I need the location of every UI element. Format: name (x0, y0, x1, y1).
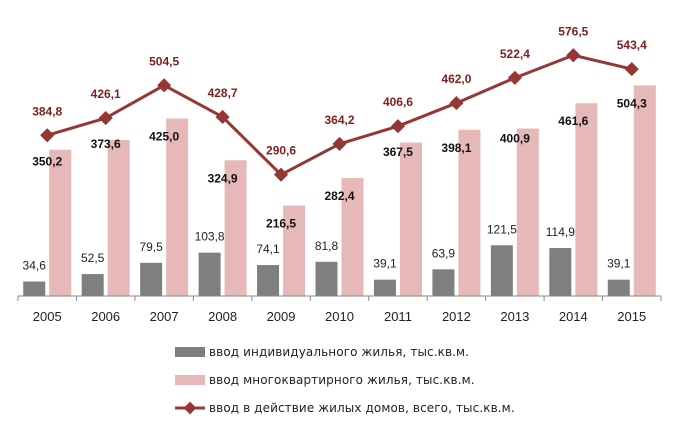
label-individual-2005: 34,6 (23, 259, 47, 273)
total-marker-2007 (157, 78, 172, 93)
legend-item-total: ввод в действие жилых домов, всего, тыс.… (175, 394, 515, 422)
bar-multi-2013 (516, 128, 539, 296)
legend-label-total: ввод в действие жилых домов, всего, тыс.… (209, 401, 515, 415)
x-tick-2006: 2006 (91, 309, 120, 324)
label-total-2009: 290,6 (266, 144, 296, 158)
bar-multi-2012 (458, 129, 481, 296)
total-marker-2014 (566, 48, 581, 63)
legend-line-marker-icon (175, 401, 205, 415)
label-individual-2007: 79,5 (139, 240, 163, 254)
bar-individual-2010 (315, 261, 338, 296)
total-marker-2009 (273, 167, 289, 182)
total-marker-2015 (624, 62, 639, 77)
total-marker-2006 (98, 110, 113, 126)
label-multi-2015: 504,3 (617, 96, 647, 110)
total-marker-2010 (332, 136, 347, 151)
x-tick-2007: 2007 (150, 309, 179, 324)
label-individual-2014: 114,9 (546, 225, 575, 239)
bar-individual-2011 (373, 279, 396, 296)
bar-multi-2009 (283, 205, 306, 296)
label-multi-2005: 350,2 (32, 154, 62, 168)
bar-multi-2014 (575, 103, 598, 296)
bar-individual-2007 (140, 262, 163, 296)
bar-individual-2005 (23, 281, 46, 296)
label-individual-2006: 52,5 (81, 251, 105, 265)
label-total-2012: 462,0 (441, 72, 471, 86)
label-multi-2013: 400,9 (500, 132, 530, 146)
label-total-2006: 426,1 (91, 87, 121, 101)
x-tick-2015: 2015 (617, 309, 646, 324)
bar-multi-2015 (633, 85, 656, 296)
label-individual-2012: 63,9 (432, 246, 456, 260)
label-multi-2011: 367,5 (383, 145, 413, 159)
bar-individual-2012 (432, 269, 455, 296)
label-multi-2012: 398,1 (441, 141, 471, 155)
bar-individual-2015 (607, 279, 630, 296)
x-tick-2013: 2013 (500, 309, 529, 324)
x-tick-2011: 2011 (384, 309, 412, 324)
legend-label-individual: ввод индивидуального жилья, тыс.кв.м. (209, 345, 470, 359)
bar-multi-2005 (49, 149, 72, 296)
x-tick-2010: 2010 (325, 309, 354, 324)
label-total-2007: 504,5 (149, 54, 179, 68)
x-tick-2008: 2008 (208, 309, 237, 324)
bar-multi-2008 (224, 160, 247, 296)
total-marker-2005 (40, 128, 55, 143)
legend-swatch-multi (175, 375, 205, 385)
total-marker-2013 (507, 70, 522, 85)
bar-multi-2010 (341, 178, 364, 296)
bar-multi-2011 (399, 142, 422, 296)
total-marker-2011 (390, 119, 406, 134)
label-individual-2011: 39,1 (373, 257, 397, 271)
bar-individual-2006 (81, 274, 104, 296)
label-multi-2008: 324,9 (208, 171, 238, 185)
label-individual-2009: 74,1 (256, 242, 280, 256)
label-individual-2010: 81,8 (315, 239, 339, 253)
x-tick-2014: 2014 (559, 309, 588, 324)
label-multi-2007: 425,0 (149, 130, 179, 144)
bar-multi-2006 (107, 139, 130, 296)
label-total-2005: 384,8 (32, 104, 62, 118)
label-total-2010: 364,2 (324, 113, 354, 127)
label-individual-2008: 103,8 (195, 230, 225, 244)
legend-item-multi: ввод многоквартирного жилья, тыс.кв.м. (175, 366, 515, 394)
bar-individual-2013 (490, 245, 513, 296)
legend-label-multi: ввод многоквартирного жилья, тыс.кв.м. (209, 373, 475, 387)
legend-swatch-individual (175, 347, 205, 357)
label-multi-2009: 216,5 (266, 217, 296, 231)
bar-individual-2009 (257, 265, 280, 296)
bar-individual-2014 (549, 248, 572, 296)
label-total-2008: 428,7 (208, 86, 238, 100)
bar-multi-2007 (166, 118, 189, 297)
legend: ввод индивидуального жилья, тыс.кв.м. вв… (175, 338, 515, 422)
x-tick-2012: 2012 (442, 309, 471, 324)
label-multi-2014: 461,6 (558, 114, 588, 128)
x-tick-2005: 2005 (33, 309, 62, 324)
bar-individual-2008 (198, 252, 221, 296)
label-total-2014: 576,5 (558, 24, 588, 38)
label-total-2015: 543,4 (617, 38, 647, 52)
label-total-2011: 406,6 (383, 95, 413, 109)
label-individual-2013: 121,5 (487, 222, 517, 236)
label-total-2013: 522,4 (500, 47, 530, 61)
label-multi-2010: 282,4 (324, 189, 354, 203)
x-tick-2009: 2009 (267, 309, 296, 324)
label-multi-2006: 373,6 (91, 137, 121, 151)
total-marker-2012 (449, 95, 464, 111)
label-individual-2015: 39,1 (607, 257, 631, 271)
legend-item-individual: ввод индивидуального жилья, тыс.кв.м. (175, 338, 515, 366)
